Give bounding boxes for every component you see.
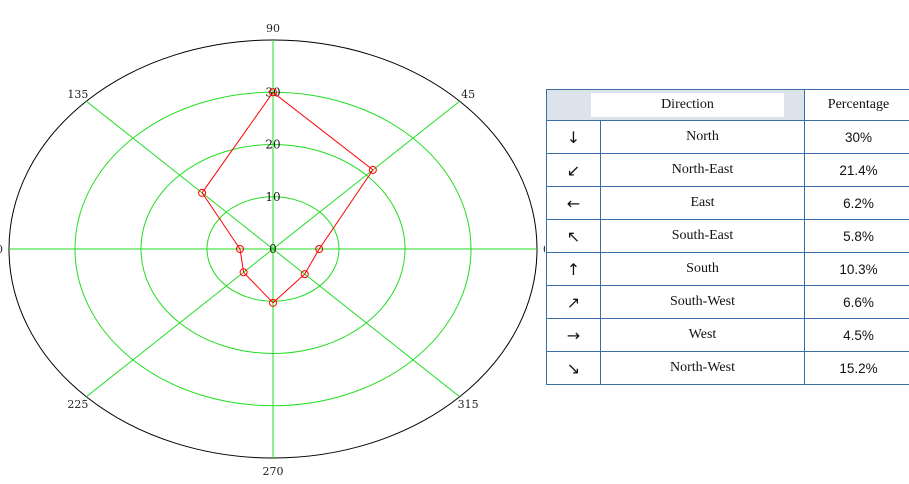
table-row: ↘ North-West 15.2% (546, 351, 909, 385)
table-row: ↑ South 10.3% (546, 252, 909, 286)
data-point (300, 270, 309, 279)
angle-label: 180 (0, 243, 3, 256)
angle-label: 45 (461, 88, 475, 101)
arrow-up-right-icon: ↗ (546, 285, 601, 319)
percentage-cell: 4.5% (804, 318, 909, 352)
percentage-cell: 30% (804, 120, 909, 154)
data-point (269, 88, 277, 97)
angle-label: 315 (458, 398, 479, 411)
table-row: ← East 6.2% (546, 186, 909, 220)
data-point (368, 165, 377, 174)
percentage-cell: 6.2% (804, 186, 909, 220)
direction-cell: North (600, 120, 805, 154)
percentage-cell: 6.6% (804, 285, 909, 319)
series-line (201, 91, 374, 304)
arrow-down-icon: ↓ (546, 120, 601, 154)
table-header-row: Direction Percentage (546, 89, 909, 121)
direction-cell: North-West (600, 351, 805, 385)
angle-labels: 0 45 90 135 180 225 270 315 (0, 22, 545, 478)
direction-header: Direction (546, 89, 805, 121)
angle-label: 225 (67, 398, 88, 411)
angle-label: 90 (266, 22, 280, 35)
percentage-cell: 15.2% (804, 351, 909, 385)
direction-cell: East (600, 186, 805, 220)
table-row: ↗ South-West 6.6% (546, 285, 909, 319)
data-point (269, 298, 277, 307)
table-row: → West 4.5% (546, 318, 909, 352)
arrow-left-icon: ← (546, 186, 601, 220)
radial-tick-label: 20 (265, 138, 280, 152)
arrow-down-right-icon: ↘ (546, 351, 601, 385)
table-row: ↖ South-East 5.8% (546, 219, 909, 253)
arrow-up-left-icon: ↖ (546, 219, 601, 253)
direction-cell: South (600, 252, 805, 286)
angle-label: 270 (263, 465, 284, 478)
percentage-cell: 21.4% (804, 153, 909, 187)
table-row: ↓ North 30% (546, 120, 909, 154)
polar-grid (8, 39, 538, 459)
arrow-right-icon: → (546, 318, 601, 352)
table-row: ↙ North-East 21.4% (546, 153, 909, 187)
data-point (315, 245, 324, 253)
arrow-down-left-icon: ↙ (546, 153, 601, 187)
radial-tick-label: 0 (269, 242, 277, 256)
angle-label: 0 (543, 243, 545, 256)
direction-cell: South-East (600, 219, 805, 253)
radial-tick-label: 10 (265, 190, 280, 204)
grid-spoke (86, 100, 460, 398)
arrow-up-icon: ↑ (546, 252, 601, 286)
data-point (236, 245, 244, 253)
percentage-cell: 10.3% (804, 252, 909, 286)
direction-table: Direction Percentage ↓ North 30% ↙ North-Eas… (546, 89, 909, 385)
data-point (198, 188, 207, 197)
series-layer (198, 88, 377, 307)
direction-header-label: Direction (591, 93, 784, 117)
direction-cell: West (600, 318, 805, 352)
direction-cell: North-East (600, 153, 805, 187)
table-body: ↓ North 30% ↙ North-East 21.4% ← East 6.2% ↖ South… (546, 120, 909, 385)
angle-label: 135 (67, 88, 88, 101)
direction-cell: South-West (600, 285, 805, 319)
data-point (239, 268, 248, 277)
percentage-header: Percentage (804, 89, 909, 121)
percentage-cell: 5.8% (804, 219, 909, 253)
